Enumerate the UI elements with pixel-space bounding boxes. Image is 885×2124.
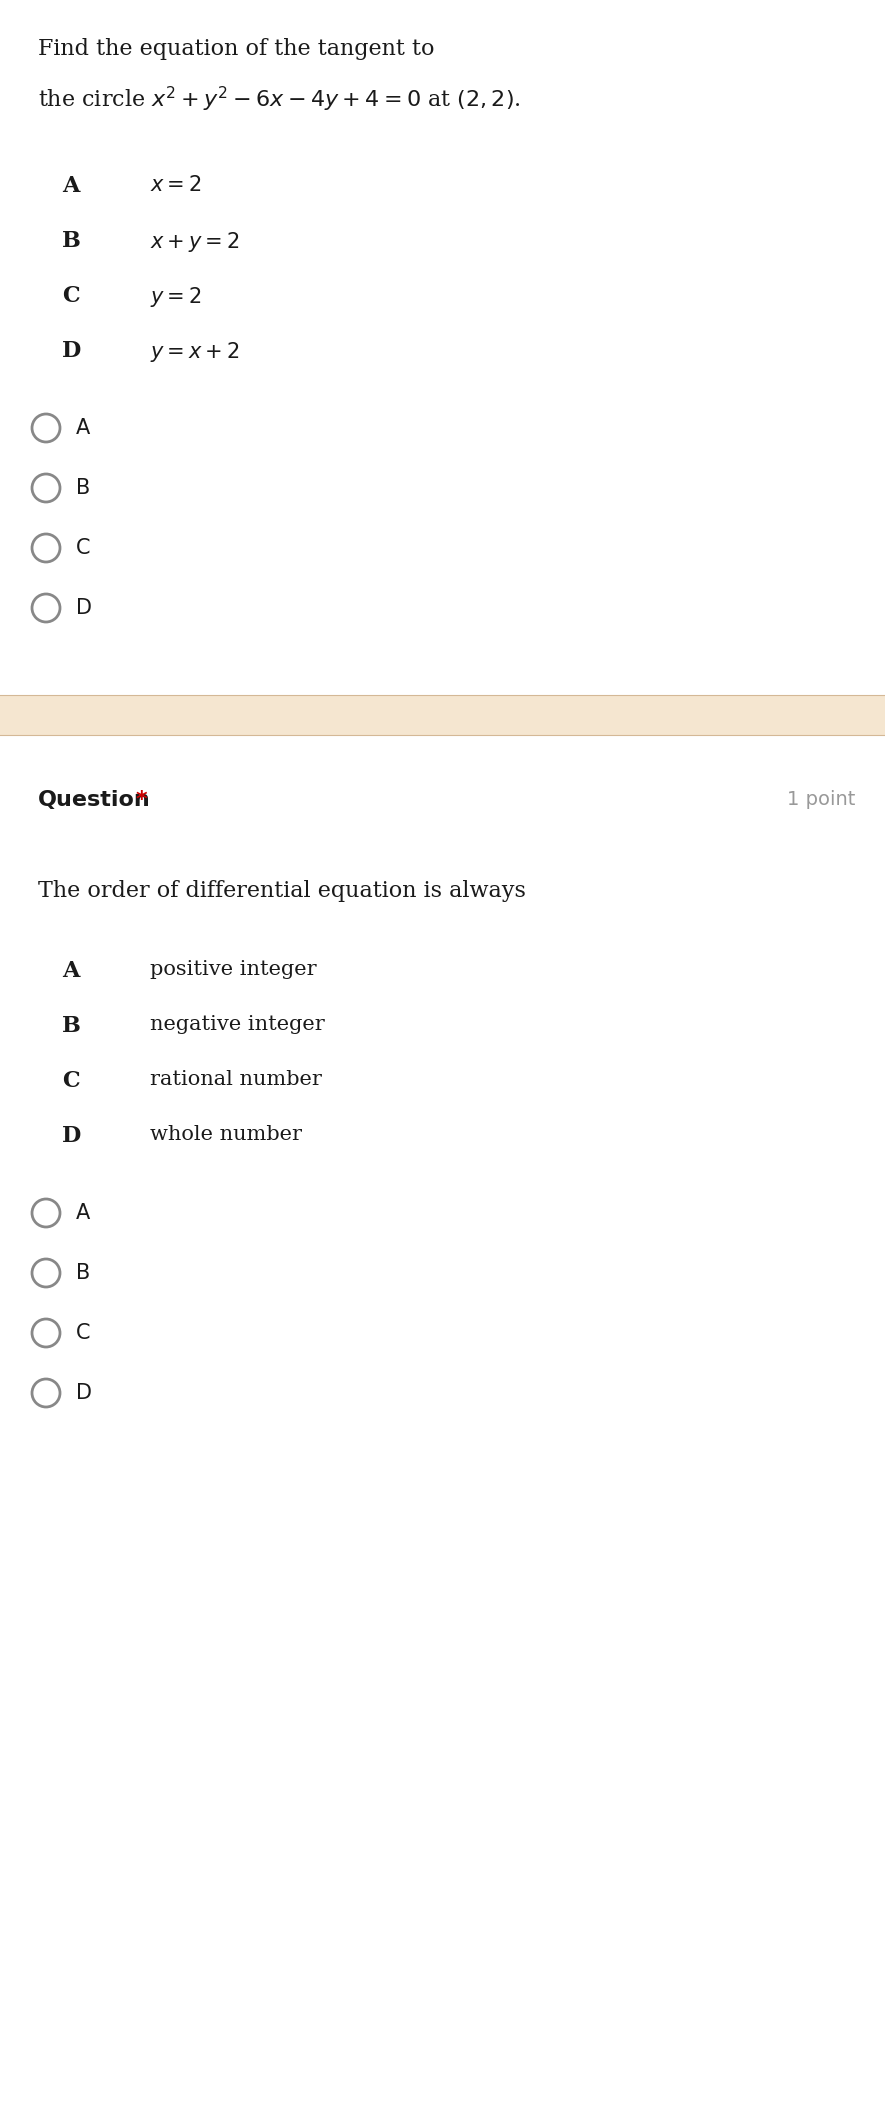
Text: C: C — [76, 537, 90, 559]
Text: 1 point: 1 point — [787, 790, 855, 809]
Text: $x+y=2$: $x+y=2$ — [150, 229, 240, 255]
Text: C: C — [76, 1323, 90, 1342]
Text: positive integer: positive integer — [150, 960, 317, 979]
Text: the circle $x^2+y^2-6x-4y+4=0$ at $(2,2)$.: the circle $x^2+y^2-6x-4y+4=0$ at $(2,2)… — [38, 85, 520, 115]
Text: $x=2$: $x=2$ — [150, 174, 202, 195]
Text: $y=2$: $y=2$ — [150, 285, 202, 308]
Text: A: A — [76, 418, 90, 438]
Text: B: B — [76, 478, 90, 497]
Text: A: A — [76, 1202, 90, 1223]
Text: D: D — [62, 1126, 81, 1147]
Text: *: * — [136, 790, 148, 809]
Text: D: D — [76, 599, 92, 618]
Text: D: D — [76, 1383, 92, 1404]
Text: $y=x+2$: $y=x+2$ — [150, 340, 240, 363]
Text: Question: Question — [38, 790, 150, 809]
Text: D: D — [62, 340, 81, 361]
Text: rational number: rational number — [150, 1070, 322, 1090]
Text: C: C — [62, 1070, 80, 1092]
Text: C: C — [62, 285, 80, 308]
Text: A: A — [62, 960, 80, 981]
Text: B: B — [76, 1264, 90, 1283]
Bar — [0, 695, 885, 735]
Text: B: B — [62, 1015, 81, 1037]
Text: whole number: whole number — [150, 1126, 302, 1145]
Text: The order of differential equation is always: The order of differential equation is al… — [38, 879, 526, 903]
Text: B: B — [62, 229, 81, 253]
Text: A: A — [62, 174, 80, 198]
Text: negative integer: negative integer — [150, 1015, 325, 1034]
Text: Find the equation of the tangent to: Find the equation of the tangent to — [38, 38, 435, 59]
